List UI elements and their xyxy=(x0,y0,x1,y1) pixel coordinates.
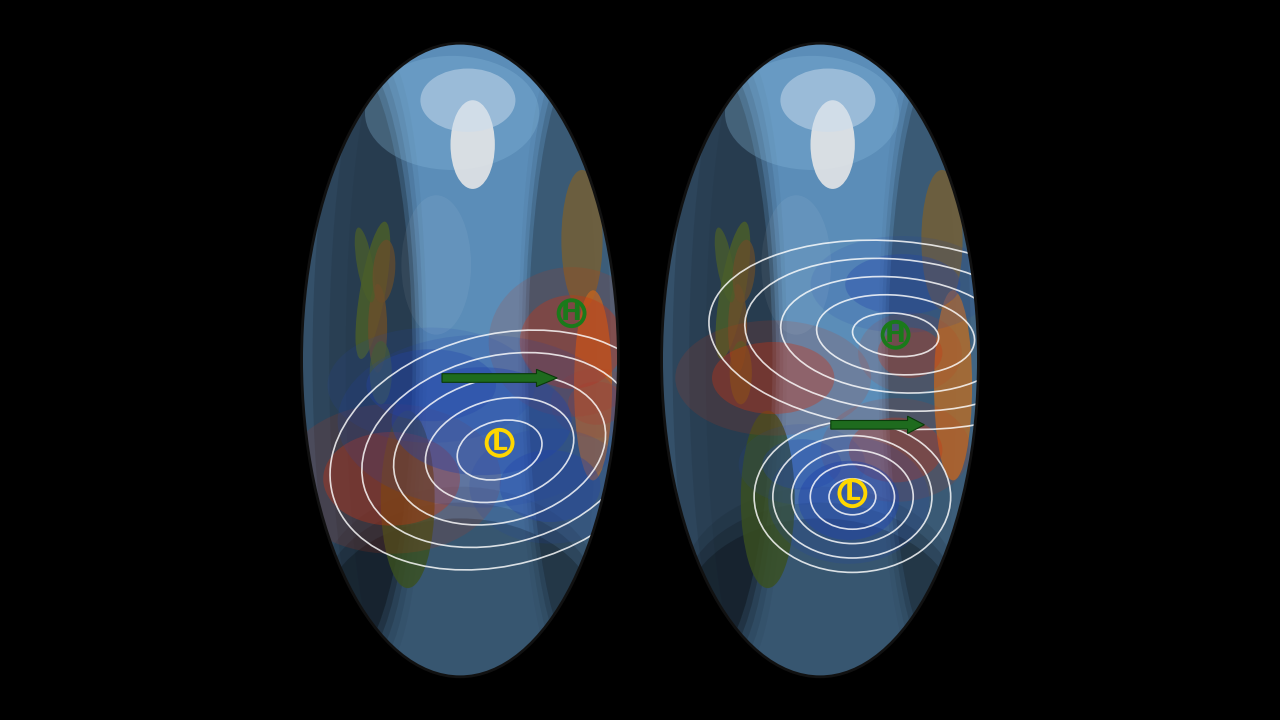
Ellipse shape xyxy=(662,43,978,677)
Ellipse shape xyxy=(328,328,535,443)
Ellipse shape xyxy=(320,487,599,690)
Ellipse shape xyxy=(320,518,599,720)
Ellipse shape xyxy=(365,56,539,170)
Ellipse shape xyxy=(884,56,984,664)
Ellipse shape xyxy=(878,328,942,378)
Ellipse shape xyxy=(282,404,500,554)
Ellipse shape xyxy=(681,487,960,690)
Ellipse shape xyxy=(763,439,842,490)
Ellipse shape xyxy=(849,418,942,482)
Text: L: L xyxy=(845,481,860,505)
Ellipse shape xyxy=(888,56,998,664)
Ellipse shape xyxy=(355,228,375,302)
Ellipse shape xyxy=(338,335,626,508)
Ellipse shape xyxy=(882,56,972,664)
Ellipse shape xyxy=(370,341,392,405)
Ellipse shape xyxy=(356,222,390,359)
Text: H: H xyxy=(886,323,906,347)
Ellipse shape xyxy=(470,428,631,544)
Ellipse shape xyxy=(672,56,780,664)
Text: L: L xyxy=(492,431,508,455)
Text: H: H xyxy=(561,301,582,325)
Ellipse shape xyxy=(681,518,960,720)
Ellipse shape xyxy=(369,284,387,373)
Ellipse shape xyxy=(714,228,735,302)
Ellipse shape xyxy=(799,461,900,540)
Ellipse shape xyxy=(712,342,835,414)
Ellipse shape xyxy=(420,68,516,132)
Ellipse shape xyxy=(402,195,471,335)
Ellipse shape xyxy=(724,56,900,170)
Ellipse shape xyxy=(681,503,960,706)
Ellipse shape xyxy=(522,56,611,664)
Ellipse shape xyxy=(302,43,618,677)
Ellipse shape xyxy=(499,450,600,522)
Ellipse shape xyxy=(562,170,603,310)
Ellipse shape xyxy=(525,56,625,664)
Ellipse shape xyxy=(372,240,396,303)
Ellipse shape xyxy=(768,437,929,564)
Ellipse shape xyxy=(324,432,460,526)
Ellipse shape xyxy=(381,410,435,588)
Ellipse shape xyxy=(716,222,750,359)
Ellipse shape xyxy=(568,382,626,425)
Ellipse shape xyxy=(320,503,599,706)
Ellipse shape xyxy=(730,341,751,405)
Ellipse shape xyxy=(529,56,639,664)
Ellipse shape xyxy=(741,410,795,588)
Ellipse shape xyxy=(820,398,970,502)
Ellipse shape xyxy=(366,349,497,421)
Ellipse shape xyxy=(279,56,412,664)
Ellipse shape xyxy=(392,367,572,475)
Ellipse shape xyxy=(573,290,612,480)
FancyArrow shape xyxy=(831,416,924,433)
Ellipse shape xyxy=(689,56,783,664)
Ellipse shape xyxy=(550,369,643,438)
Ellipse shape xyxy=(296,56,416,664)
Ellipse shape xyxy=(845,254,960,315)
Ellipse shape xyxy=(810,236,995,333)
Ellipse shape xyxy=(934,290,972,480)
Ellipse shape xyxy=(520,295,623,389)
FancyArrow shape xyxy=(442,369,557,387)
Ellipse shape xyxy=(810,100,855,189)
Ellipse shape xyxy=(451,100,495,189)
Ellipse shape xyxy=(728,284,748,373)
Ellipse shape xyxy=(781,68,876,132)
Ellipse shape xyxy=(922,170,963,310)
Ellipse shape xyxy=(489,267,654,417)
Ellipse shape xyxy=(762,195,831,335)
Ellipse shape xyxy=(329,56,424,664)
Ellipse shape xyxy=(676,320,872,436)
Ellipse shape xyxy=(858,312,961,393)
Ellipse shape xyxy=(732,240,755,303)
Ellipse shape xyxy=(640,56,773,664)
Ellipse shape xyxy=(312,56,420,664)
Ellipse shape xyxy=(655,56,776,664)
Ellipse shape xyxy=(739,424,865,505)
